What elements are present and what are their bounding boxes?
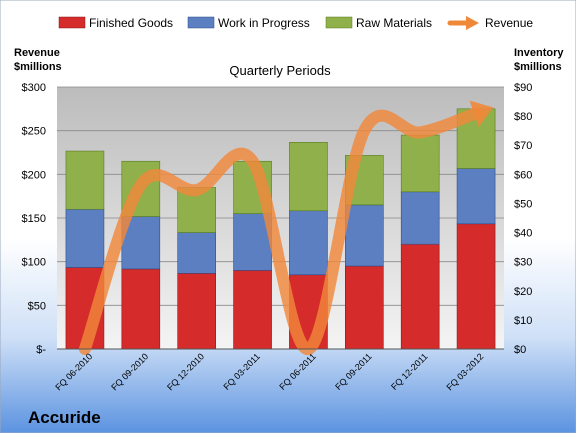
right-tick-label: $70 — [514, 140, 532, 152]
left-tick-label: $300 — [22, 82, 46, 94]
right-axis-title-line1: Inventory — [514, 47, 564, 59]
bar-work-in-progress-fq-09-2011 — [345, 204, 384, 267]
revenue-line — [78, 107, 483, 355]
bar-work-in-progress-fq-06-2011 — [289, 210, 328, 276]
right-tick-label: $60 — [514, 169, 532, 181]
right-tick-label: $40 — [514, 228, 532, 240]
bar-raw-materials-fq-06-2010 — [65, 150, 105, 210]
legend-label-raw-materials: Raw Materials — [356, 16, 432, 30]
right-tick-label: $50 — [514, 198, 532, 210]
left-tick-label: $150 — [22, 213, 46, 225]
legend-label-work-in-progress: Work in Progress — [218, 16, 310, 30]
bar-work-in-progress-fq-06-2010 — [65, 208, 105, 268]
bar-raw-materials-fq-12-2011 — [400, 134, 440, 193]
right-tick-label: $10 — [514, 315, 532, 327]
bar-finished-goods-fq-03-2011 — [233, 270, 272, 350]
left-tick-label: $200 — [22, 169, 46, 181]
bar-finished-goods-fq-03-2012 — [456, 223, 496, 350]
right-tick-label: $30 — [514, 257, 532, 269]
right-tick-label: $20 — [514, 286, 532, 298]
bar-finished-goods-fq-09-2011 — [345, 265, 384, 350]
bar-work-in-progress-fq-12-2011 — [400, 191, 440, 245]
bar-finished-goods-fq-09-2010 — [121, 268, 161, 350]
left-tick-label: $- — [36, 344, 46, 356]
bar-raw-materials-fq-06-2011 — [289, 142, 328, 212]
chart-subtitle: Quarterly Periods — [229, 63, 331, 78]
left-axis-title-line2: $millions — [14, 61, 62, 73]
company-name: Accuride — [28, 408, 101, 427]
left-axis-title-line1: Revenue — [14, 47, 60, 59]
right-axis-title-line2: $millions — [514, 61, 562, 73]
left-tick-label: $100 — [22, 257, 46, 269]
bar-work-in-progress-fq-03-2012 — [456, 168, 496, 225]
bar-finished-goods-fq-12-2010 — [177, 273, 216, 350]
legend-swatch-finished-goods — [58, 16, 86, 29]
left-tick-label: $250 — [22, 126, 46, 138]
right-tick-label: $80 — [514, 111, 532, 123]
legend-label-finished-goods: Finished Goods — [89, 16, 173, 30]
revenue-arrowhead — [469, 100, 494, 128]
left-tick-label: $50 — [28, 300, 46, 312]
legend-swatch-work-in-progress — [187, 16, 215, 29]
legend: Finished Goods Work in Progress Raw Mate… — [58, 16, 533, 30]
bar-work-in-progress-fq-12-2010 — [177, 232, 216, 274]
bar-finished-goods-fq-12-2011 — [400, 243, 440, 350]
right-tick-label: $90 — [514, 82, 532, 94]
legend-swatch-raw-materials — [325, 16, 353, 29]
legend-label-revenue: Revenue — [485, 16, 533, 30]
right-tick-label: $0 — [514, 344, 526, 356]
legend-revenue-arrowhead — [466, 16, 479, 30]
